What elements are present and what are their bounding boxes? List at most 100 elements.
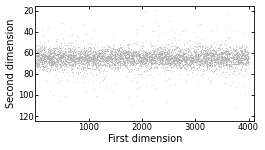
Point [158,51,162,53]
Point [130,56,134,59]
Point [60,61,64,63]
Point [86,59,90,61]
Point [235,59,240,62]
Point [213,68,218,70]
Point [164,57,168,60]
Point [190,73,195,76]
Point [75,58,79,60]
Point [142,71,147,73]
Point [188,51,192,54]
Point [53,51,58,54]
Point [218,51,223,53]
Point [48,57,52,59]
Point [136,52,141,55]
Point [66,62,70,64]
Point [159,52,164,55]
Point [48,56,53,58]
Point [242,52,246,54]
Point [127,57,132,60]
Point [172,57,176,59]
Point [221,62,225,65]
Point [84,50,89,52]
Point [237,63,241,66]
Point [48,50,52,52]
Point [171,58,175,60]
Point [213,50,218,52]
Point [222,64,226,66]
Point [162,57,166,59]
Point [96,53,100,56]
Point [89,58,93,60]
Point [95,59,99,61]
Point [131,59,135,62]
Point [47,58,52,61]
Point [43,50,47,52]
Point [214,52,219,54]
Point [77,62,81,64]
Point [191,63,195,66]
Point [128,60,132,62]
Point [157,63,161,65]
Point [77,52,81,54]
Point [38,52,42,54]
Point [99,57,103,59]
Point [216,56,220,58]
Point [58,56,63,59]
Point [219,58,223,61]
Point [49,60,53,63]
Point [174,60,178,62]
Point [179,55,184,57]
Point [73,38,77,41]
Point [233,49,238,51]
Point [183,60,187,62]
Point [178,56,182,58]
Point [190,54,194,57]
Point [165,63,169,65]
Point [101,55,105,57]
Point [63,57,67,60]
Point [209,50,213,53]
Point [206,53,210,55]
Point [166,58,171,61]
Point [135,59,139,61]
Point [53,64,57,67]
Point [101,60,105,62]
Point [226,13,230,16]
Point [51,63,56,65]
Point [99,59,104,62]
Point [198,59,203,62]
Point [138,59,142,61]
Point [126,70,131,72]
Point [147,55,151,57]
Point [103,58,107,60]
Point [99,57,103,59]
Point [94,64,98,67]
Point [99,69,103,72]
Point [113,64,117,66]
Point [142,70,146,72]
Point [70,52,75,54]
Point [188,54,192,56]
Point [127,47,131,50]
Point [92,88,97,91]
Point [147,68,151,70]
Point [239,59,243,61]
Point [179,51,183,53]
Point [98,52,103,55]
Point [194,53,198,56]
Point [189,61,193,63]
Point [96,52,100,54]
Point [205,65,210,67]
Point [234,46,238,48]
Point [228,24,232,27]
Point [212,52,216,54]
Point [39,57,44,60]
Point [172,56,176,59]
Point [197,63,202,65]
Point [139,68,143,70]
Point [229,56,234,58]
Point [116,57,120,60]
Point [37,63,41,66]
Point [39,57,43,59]
Point [64,63,68,66]
